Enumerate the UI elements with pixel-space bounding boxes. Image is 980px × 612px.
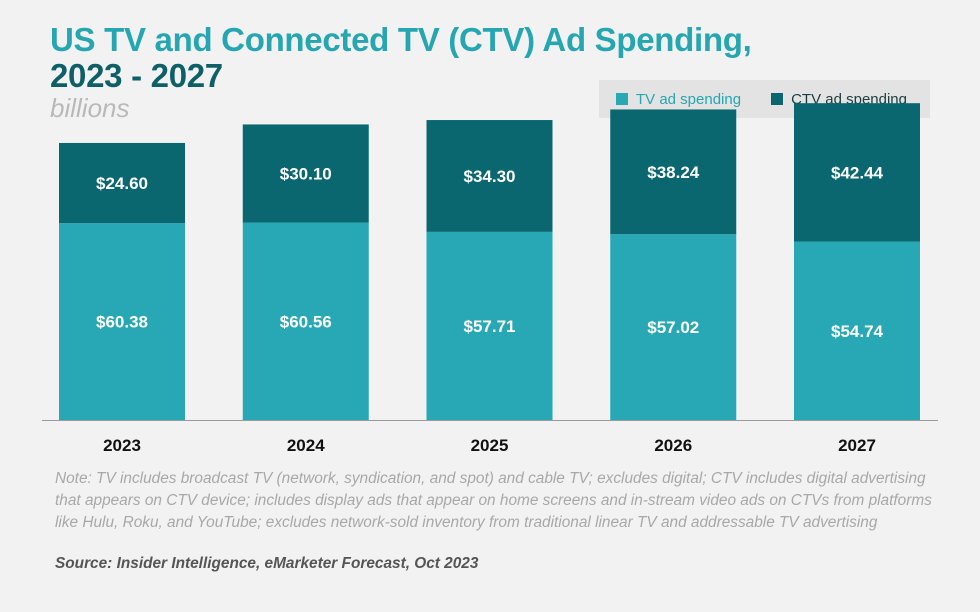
bar-ctv-2023 bbox=[59, 142, 185, 224]
bar-tv-2027 bbox=[794, 241, 920, 420]
bar-label-ctv-2027: $42.44 bbox=[831, 163, 884, 182]
bar-ctv-2025 bbox=[426, 120, 553, 232]
chart-source: Source: Insider Intelligence, eMarketer … bbox=[55, 555, 479, 572]
chart-title: US TV and Connected TV (CTV) Ad Spending… bbox=[50, 22, 870, 94]
legend-label-tv: TV ad spending bbox=[636, 90, 742, 108]
bar-label-tv-2026: $57.02 bbox=[647, 318, 699, 337]
chart-title-line-1: US TV and Connected TV (CTV) Ad Spending… bbox=[50, 21, 752, 58]
chart-title-line-2: 2023 - 2027 bbox=[50, 57, 223, 94]
x-tick-label-2024: 2024 bbox=[287, 436, 325, 455]
x-tick-label-2023: 2023 bbox=[103, 436, 141, 455]
bar-ctv-2027 bbox=[794, 103, 920, 242]
bar-label-tv-2023: $60.38 bbox=[96, 313, 148, 332]
bar-ctv-2026 bbox=[610, 109, 737, 235]
bar-label-ctv-2025: $34.30 bbox=[464, 167, 516, 186]
bar-label-ctv-2024: $30.10 bbox=[280, 165, 332, 184]
x-tick-label-2027: 2027 bbox=[838, 436, 876, 455]
bar-tv-2026 bbox=[610, 234, 737, 420]
chart-note: Note: TV includes broadcast TV (network,… bbox=[55, 470, 932, 531]
bar-label-tv-2025: $57.71 bbox=[464, 317, 516, 336]
legend-swatch-ctv bbox=[771, 93, 784, 105]
chart-subtitle: billions bbox=[50, 93, 130, 123]
bar-tv-2025 bbox=[426, 231, 553, 420]
legend-swatch-tv bbox=[616, 93, 628, 105]
legend-item-tv: TV ad spending bbox=[616, 91, 741, 108]
x-tick-label-2026: 2026 bbox=[654, 436, 692, 455]
bar-label-ctv-2026: $38.24 bbox=[647, 163, 700, 182]
bar-label-tv-2024: $60.56 bbox=[280, 312, 332, 331]
bar-chart: $60.38 $24.60 2023 $60.56 $30.10 2024 $57.71 $3… bbox=[42, 103, 938, 455]
bar-label-ctv-2023: $24.60 bbox=[96, 174, 148, 193]
x-tick-label-2025: 2025 bbox=[471, 436, 509, 455]
bar-ctv-2024 bbox=[242, 124, 369, 223]
bar-label-tv-2027: $54.74 bbox=[831, 322, 884, 341]
bar-tv-2024 bbox=[242, 222, 369, 420]
bar-tv-2023 bbox=[59, 223, 185, 420]
